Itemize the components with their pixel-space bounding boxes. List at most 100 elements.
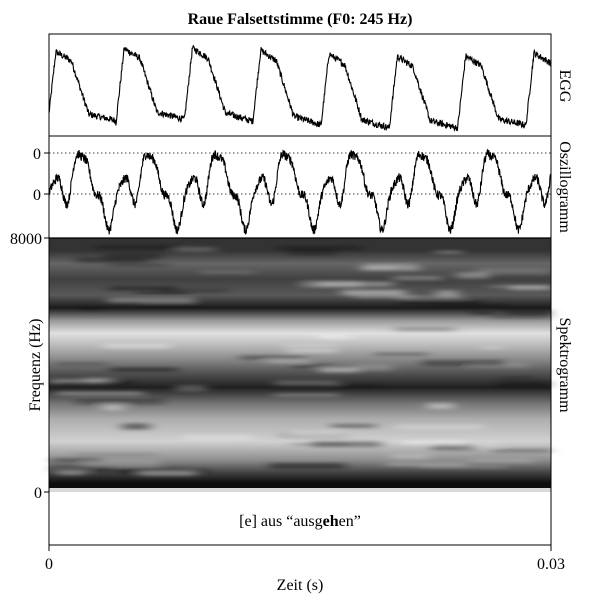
spectrogram-streak [393,263,418,267]
spectrogram-streak [482,346,503,349]
figure-frame [48,33,552,546]
spectrogram-streak [476,267,551,275]
spectrogram-streak [274,380,339,386]
spectrogram-streak [505,309,551,315]
spectrogram-streak [283,344,337,348]
spectrogram-streak [500,376,533,379]
spectrogram-streak [291,443,349,446]
spectrogram-streak [109,286,177,291]
spectrogram-streak [421,360,506,367]
spectrogram-streak [135,291,189,296]
spectrogram-streak [393,276,442,280]
spectrogram-streak [353,296,416,299]
spectrogram-streak [56,469,86,475]
spectrogram-streak [51,458,103,463]
spectrogram-streak [391,279,448,283]
spectrogram-streak [201,270,254,274]
spectrogram-floor [49,488,551,492]
spectrogram-streak [287,349,337,353]
spectrogram-streak [320,367,358,373]
spectrogram-streak [508,285,551,290]
spectrogram-streak [431,444,475,451]
spectrogram-streak [435,251,462,254]
vowel-annotation-pre: [e] aus “ausg [239,513,323,530]
spectrogram-streak [269,463,346,469]
spectrogram-streak [386,462,468,467]
spectrogram-streak [300,280,362,288]
spectrogram-streak [427,402,454,409]
spectrogram-streak [56,391,144,396]
spectrogram-streak [51,465,113,473]
spectrogram-streak [104,253,163,260]
spectrogram-streak [331,423,376,428]
spectrogram-streak [84,377,115,384]
spectrogram-streak [395,424,483,430]
spectrogram-streak [183,434,252,440]
spectrogram-streak [398,301,484,305]
spectrogram-streak [175,247,216,252]
spectrogram-texture [50,245,551,476]
y-tick-label-0: 0 [34,485,42,502]
x-axis-label: Zeit (s) [277,577,324,594]
spectrogram-streak [75,257,148,263]
panel-label-spectrogram: Spektrogramm [556,317,573,413]
spectrogram-streak [456,272,489,279]
spectrogram-streak [342,289,406,296]
spectrogram-streak [54,381,132,385]
panel-label-oscillogram: Oszillogramm [556,141,573,233]
spectrogram-streak [240,355,306,360]
spectrogram-streak [55,362,107,366]
x-tick-label-start: 0 [45,556,53,573]
vowel-annotation-post: en” [339,513,361,530]
spectrogram-streak [469,458,534,464]
spectrogram-streak [490,313,551,320]
spectrogram-streak [108,263,169,267]
spectrogram-streak [435,290,458,297]
panel-label-egg: EGG [556,70,573,103]
y-axis-label: Frequenz (Hz) [27,319,44,412]
spectrogram-streak [488,285,551,288]
y-tick-label-osc-lower: 0 [33,187,41,204]
spectrogram-streak [395,327,456,332]
spectrogram-streak [277,246,362,251]
spectrogram-panel [49,238,551,492]
spectrogram-streak [314,334,346,338]
spectrogram-streak [374,352,428,356]
spectrogram-streak [291,364,333,368]
spectrogram-streak [431,304,508,307]
spectrogram-streak [328,384,378,388]
oscillogram-waveform [48,148,552,235]
y-tick-label-8000: 8000 [10,231,42,248]
spectrogram-streak [108,297,195,303]
spectrogram-streak [142,303,199,307]
spectrogram-streak [391,453,430,460]
spectrogram-streak [75,398,164,405]
spectrogram-streak [122,423,150,430]
spectrogram-streak [94,245,184,250]
spectrogram-streak [396,296,465,299]
spectrogram-streak [362,263,396,269]
spectrogram-streak [470,311,494,315]
spectrogram-streak [291,431,343,435]
spectrogram-streak [497,381,551,388]
spectrogram-streak [354,364,392,372]
spectrogram-streak [288,249,336,257]
y-tick-label-osc-upper: 0 [33,146,41,163]
vowel-annotation: [e] aus “ausgehen” [239,513,361,530]
spectrogram-streak [461,442,501,447]
spectrogram-streak [80,307,102,311]
spectrogram-streak [493,448,551,453]
spectrogram-streak [75,453,156,456]
spectrogram-streak [84,460,160,468]
spectrogram-streak [139,470,196,476]
vowel-annotation-bold: eh [323,513,339,530]
spectrogram-streak [176,385,206,392]
figure-title: Raue Falsettstimme (F0: 245 Hz) [188,11,413,28]
spectrogram-streak [102,404,125,411]
spectrogram-streak [157,288,229,293]
spectrogram-streak [280,432,346,438]
spectrogram-streak [360,266,420,271]
spectrogram-streak [420,465,507,469]
x-tick-label-end: 0.03 [537,556,565,573]
